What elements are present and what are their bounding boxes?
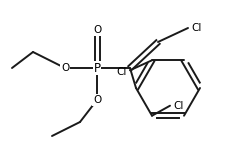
Text: O: O: [61, 63, 69, 73]
Text: Cl: Cl: [173, 101, 183, 111]
Text: O: O: [93, 25, 101, 35]
Text: O: O: [93, 95, 101, 105]
Text: Cl: Cl: [191, 23, 201, 33]
Text: Cl: Cl: [117, 67, 127, 77]
Text: P: P: [93, 61, 100, 75]
